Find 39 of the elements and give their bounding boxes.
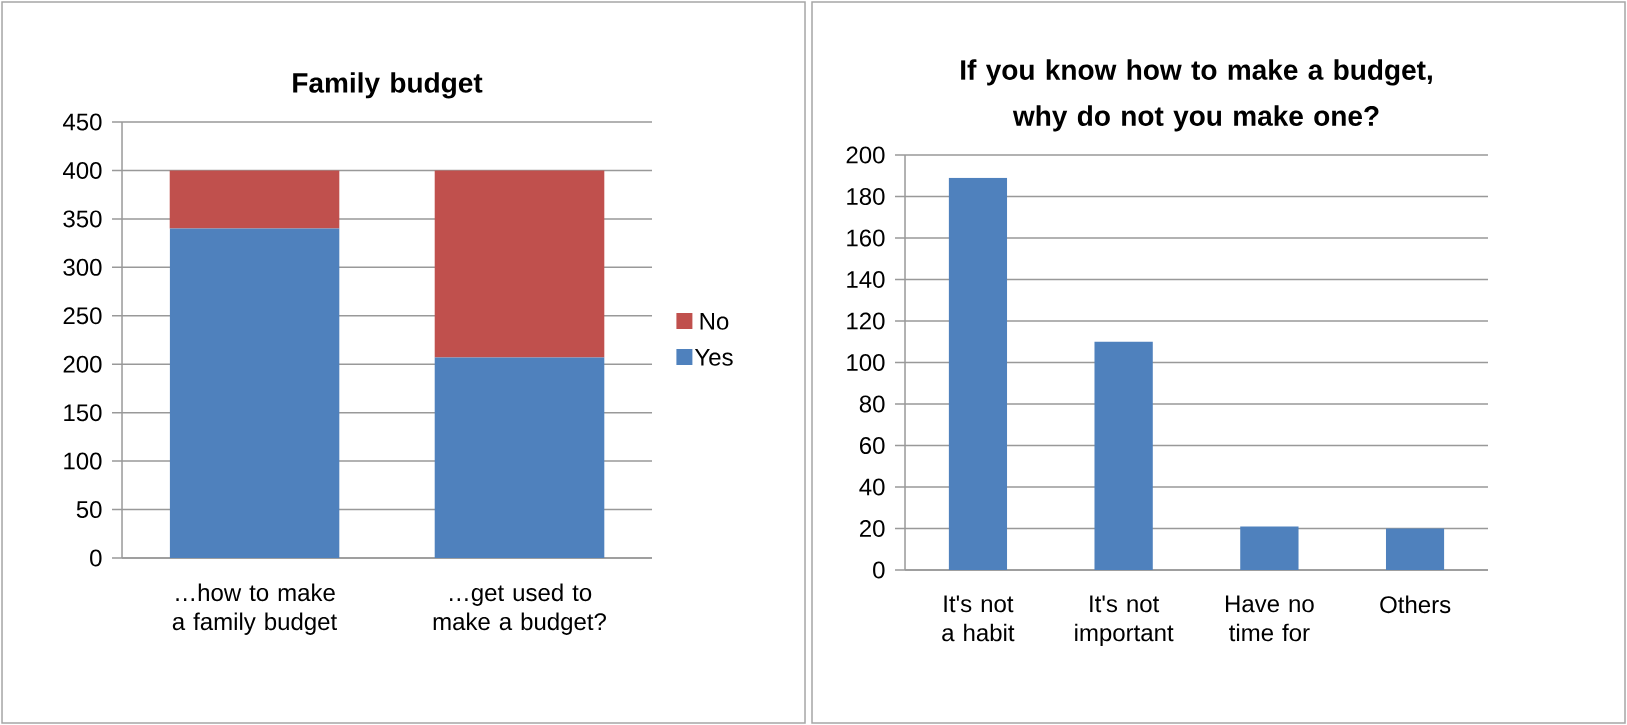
- bar: [434, 170, 605, 358]
- x-tick-label: It's not important: [1075, 595, 1174, 647]
- y-tick-label: 40: [859, 478, 885, 496]
- y-tick-label: 80: [859, 395, 885, 413]
- x-tick-label: …how to make a family budget: [172, 583, 337, 635]
- x-tick-label: …get used to make a budget?: [433, 583, 606, 635]
- bar: [1094, 341, 1153, 570]
- y-tick-label: 450: [62, 113, 102, 131]
- x-tick-label: Others: [1380, 595, 1451, 614]
- y-tick-label: 400: [62, 161, 102, 179]
- y-tick-label: 300: [63, 258, 102, 276]
- y-tick-label: 0: [873, 561, 885, 579]
- y-tick-label: 180: [847, 188, 885, 205]
- y-tick-label: 160: [847, 229, 885, 247]
- legend-label: Yes: [694, 348, 733, 366]
- y-tick-label: 350: [63, 210, 102, 228]
- y-tick-label: 20: [859, 520, 885, 537]
- y-tick-label: 200: [846, 146, 885, 164]
- y-tick-label: 0: [90, 549, 102, 567]
- x-tick-label: Have no time for: [1226, 595, 1314, 642]
- y-tick-label: 60: [860, 437, 885, 454]
- y-tick-label: 200: [63, 355, 102, 373]
- y-tick-label: 120: [847, 312, 885, 330]
- bar: [1240, 526, 1299, 570]
- bar: [169, 228, 340, 558]
- y-tick-label: 100: [847, 354, 885, 371]
- y-tick-label: 250: [63, 307, 102, 325]
- y-tick-label: 140: [847, 271, 885, 288]
- y-tick-label: 50: [76, 501, 102, 519]
- bar: [1385, 528, 1445, 570]
- bar: [434, 357, 605, 558]
- legend-label: No: [700, 312, 729, 330]
- bar: [948, 177, 1008, 570]
- chart-title: If you know how to make a budget, why do not you make one?: [961, 59, 1432, 132]
- bar: [169, 170, 340, 229]
- x-tick-label: It's not a habit: [942, 595, 1015, 642]
- chart-title: Family budget: [293, 72, 483, 99]
- y-tick-label: 100: [64, 452, 102, 470]
- y-tick-label: 150: [64, 404, 102, 422]
